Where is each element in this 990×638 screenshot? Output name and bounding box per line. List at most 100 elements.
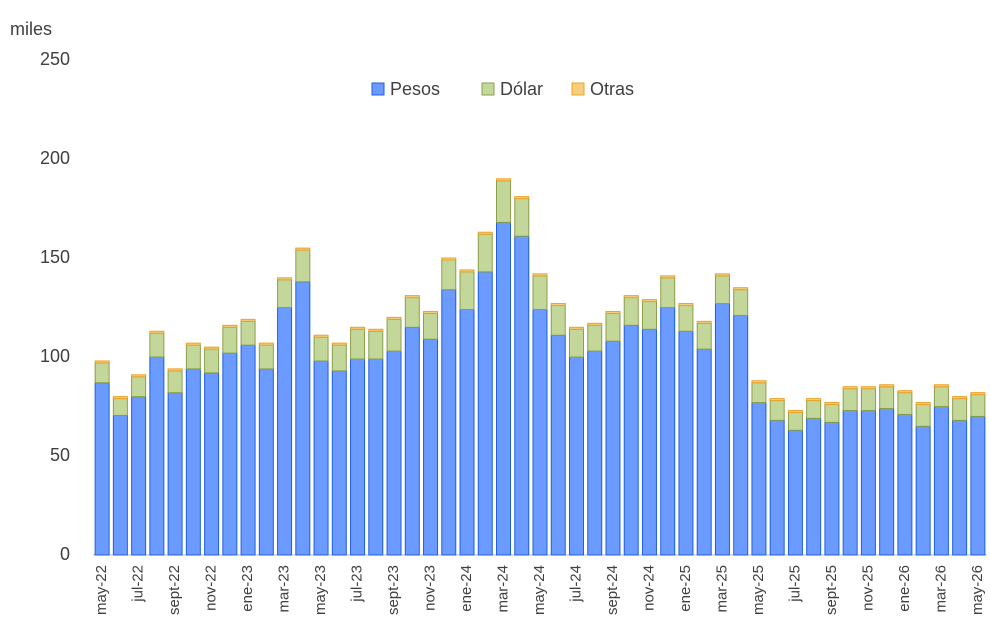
- bar-segment: [277, 279, 293, 308]
- bar-segment: [860, 386, 876, 390]
- x-tick-label: jul-22: [130, 565, 147, 603]
- bar-segment: [240, 318, 256, 322]
- x-tick-label: nov-22: [203, 565, 220, 611]
- bar-segment: [733, 289, 749, 316]
- bar-segment: [842, 409, 858, 556]
- bar-segment: [806, 398, 822, 402]
- bar-segment: [970, 392, 986, 396]
- bar-segment: [112, 414, 128, 556]
- bar-segment: [94, 362, 110, 384]
- legend-label: Pesos: [390, 79, 440, 99]
- bar-segment: [441, 289, 457, 556]
- bar-segment: [368, 328, 384, 332]
- bar-segment: [641, 299, 657, 303]
- bar-segment: [131, 376, 147, 398]
- x-tick-label: nov-25: [859, 565, 876, 611]
- bar-segment: [915, 402, 931, 406]
- bar-segment: [568, 326, 584, 330]
- bar-segment: [641, 328, 657, 556]
- bar-segment: [696, 322, 712, 350]
- x-tick-label: mar-23: [276, 565, 293, 613]
- bar-segment: [258, 368, 274, 556]
- x-tick-label: ene-25: [677, 565, 694, 612]
- x-tick-label: jul-24: [567, 565, 584, 603]
- bar-segment: [787, 409, 803, 413]
- bar-segment: [842, 388, 858, 411]
- x-tick-label: jul-23: [349, 565, 366, 603]
- x-tick-label: jul-25: [786, 565, 803, 603]
- bar-segment: [514, 235, 530, 556]
- bar-segment: [94, 382, 110, 556]
- bar-segment: [769, 398, 785, 402]
- bar-segment: [331, 342, 347, 346]
- bar-segment: [660, 307, 676, 556]
- legend-label: Otras: [590, 79, 634, 99]
- bar-segment: [623, 324, 639, 556]
- bar-segment: [222, 324, 238, 328]
- y-tick-label: 0: [60, 544, 70, 564]
- bar-segment: [350, 358, 366, 556]
- bar-segment: [258, 344, 274, 370]
- bar-segment: [532, 275, 548, 310]
- bar-segment: [331, 370, 347, 556]
- bar-segment: [112, 398, 128, 416]
- bar-segment: [295, 281, 311, 556]
- bar-segment: [605, 340, 621, 556]
- bar-segment: [623, 297, 639, 326]
- bar-segment: [459, 269, 475, 273]
- bar-segment: [568, 328, 584, 358]
- bar-segment: [678, 305, 694, 332]
- bar-segment: [769, 419, 785, 556]
- bar-segment: [149, 332, 165, 358]
- x-tick-label: may-24: [531, 565, 548, 615]
- bar-segment: [714, 273, 730, 277]
- x-tick-label: nov-24: [640, 565, 657, 611]
- bar-segment: [167, 370, 183, 394]
- bar-segment: [587, 350, 603, 556]
- bar-segment: [824, 402, 840, 406]
- bar-segment: [532, 308, 548, 556]
- bar-segment: [587, 324, 603, 352]
- y-tick-label: 100: [40, 346, 70, 366]
- bar-segment: [368, 330, 384, 360]
- bar-segment: [386, 350, 402, 556]
- bar-segment: [897, 413, 913, 556]
- bar-segment: [660, 275, 676, 279]
- bar-segment: [550, 334, 566, 556]
- bar-segment: [496, 221, 512, 556]
- x-tick-label: sept-22: [166, 565, 183, 615]
- x-tick-label: ene-26: [896, 565, 913, 612]
- bar-segment: [459, 271, 475, 310]
- bar-segment: [368, 358, 384, 556]
- bar-segment: [496, 180, 512, 223]
- bar-segment: [167, 368, 183, 372]
- bar-segment: [915, 404, 931, 427]
- bar-segment: [350, 326, 366, 330]
- bar-segment: [879, 386, 895, 409]
- bar-segment: [623, 295, 639, 299]
- bar-segment: [404, 297, 420, 328]
- bar-segment: [860, 388, 876, 411]
- bar-segment: [204, 348, 220, 374]
- bar-segment: [350, 328, 366, 360]
- bar-segment: [313, 360, 329, 556]
- bar-segment: [185, 368, 201, 556]
- bar-segment: [787, 429, 803, 556]
- x-tick-label: mar-25: [713, 565, 730, 613]
- bar-segment: [933, 406, 949, 556]
- bar-segment: [331, 344, 347, 372]
- legend-swatch: [481, 82, 495, 96]
- bar-segment: [404, 295, 420, 299]
- bar-segment: [404, 326, 420, 556]
- bar-segment: [952, 396, 968, 400]
- bar-segment: [897, 390, 913, 394]
- bar-segment: [879, 384, 895, 388]
- bar-segment: [532, 273, 548, 277]
- bar-segment: [258, 342, 274, 346]
- bar-segment: [605, 310, 621, 314]
- bar-segment: [295, 249, 311, 283]
- bar-segment: [514, 198, 530, 237]
- bar-segment: [386, 318, 402, 352]
- bar-segment: [204, 346, 220, 350]
